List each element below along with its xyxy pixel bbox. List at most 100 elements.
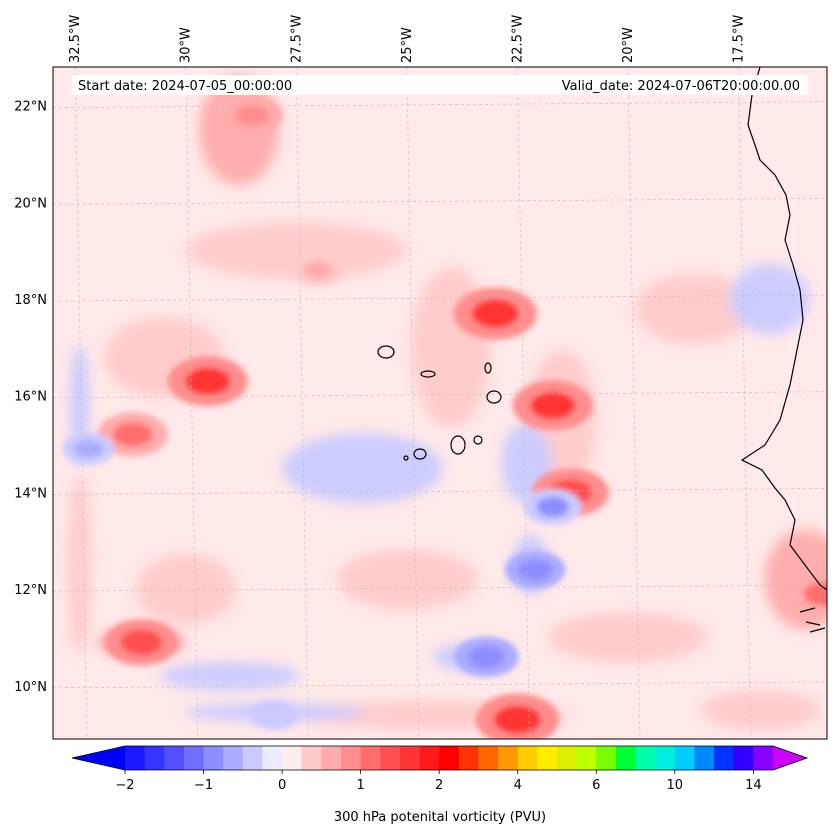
africa-coastline (740, 67, 827, 591)
y-tick-label: 22°N (14, 100, 47, 115)
pv-feature-east-min (536, 497, 569, 517)
colorbar-bin (537, 746, 558, 770)
y-tick-label: 10°N (14, 680, 47, 695)
gridlines (53, 67, 827, 739)
colorbar-bin (635, 746, 656, 770)
y-tick-label: 14°N (14, 486, 47, 501)
y-tick-label: 16°N (14, 390, 47, 405)
colorbar-bin (164, 746, 185, 770)
colorbar-tick-label: 10 (667, 778, 684, 793)
pv-feature-min-10-5n (468, 645, 505, 668)
lon-gridline (74, 67, 88, 739)
colorbar-bin (596, 746, 617, 770)
colorbar-bin (242, 746, 263, 770)
pv-feature-sw-max (120, 629, 163, 655)
colorbar-tick-label: −2 (115, 778, 134, 793)
pv-feature-band-north (303, 261, 333, 279)
lon-gridline (627, 67, 641, 739)
colorbar-bin (282, 746, 303, 770)
colorbar-tick-label: 4 (514, 778, 522, 793)
lon-gridline (517, 67, 530, 739)
colorbar-bin (144, 746, 165, 770)
colorbar-tick-label: 0 (278, 778, 286, 793)
x-tick-labels: 32.5°W 30°W 27.5°W 25°W 22.5°W 20°W 17.5°W (68, 15, 746, 63)
island-outline (413, 448, 427, 460)
colorbar-tick-label: −1 (194, 778, 213, 793)
colorbar-bin (576, 746, 597, 770)
island-outline (473, 435, 483, 445)
x-tick-label: 30°W (179, 27, 194, 63)
pv-feature-central-streak-south (530, 391, 576, 420)
colorbar-bin (498, 746, 519, 770)
colorbar: −2 −1 0 1 2 4 6 10 14 (71, 745, 809, 793)
x-tick-label: 32.5°W (68, 15, 83, 63)
colorbar-bin (714, 746, 735, 770)
y-tick-label: 20°N (14, 196, 47, 211)
lon-gridline (738, 67, 751, 739)
colorbar-bin (733, 746, 754, 770)
colorbar-bin (753, 746, 774, 770)
pv-feature-south-band-max (494, 705, 541, 734)
x-tick-label: 20°W (621, 27, 636, 63)
colorbar-bin (419, 746, 440, 770)
pv-feature-west-arc (112, 422, 153, 447)
colorbar-bin (321, 746, 342, 770)
pv-feature-se-max (803, 582, 827, 606)
x-tick-label: 25°W (400, 27, 415, 63)
island-outline (403, 455, 409, 461)
colorbar-bin (439, 746, 460, 770)
island-outline (377, 345, 395, 359)
island-outline (420, 370, 436, 378)
colorbar-tick-label: 2 (435, 778, 443, 793)
colorbar-label: 300 hPa potenital vorticity (PVU) (334, 810, 546, 825)
colorbar-bin (674, 746, 695, 770)
colorbar-tick-label: 6 (592, 778, 600, 793)
colorbar-tick-label: 1 (356, 778, 364, 793)
pv-field (53, 67, 827, 739)
colorbar-bin (517, 746, 538, 770)
colorbar-bin (301, 746, 322, 770)
colorbar-bin (615, 746, 637, 770)
pv-feature-west-max (185, 367, 231, 395)
x-tick-label: 27.5°W (289, 15, 304, 63)
colorbar-bin (341, 746, 362, 770)
colorbar-bin (203, 746, 224, 770)
x-tick-label: 22.5°W (510, 15, 525, 63)
pv-feature-west-min (73, 440, 103, 458)
colorbar-bin (478, 746, 499, 770)
start-date-label: Start date: 2024-07-05_00:00:00 (78, 79, 292, 94)
colorbar-bin (125, 746, 146, 770)
pv-feature-min-12n (517, 559, 553, 581)
header-box (72, 75, 808, 95)
pv-feature-south-band-min (260, 706, 288, 724)
x-tick-label: 17.5°W (732, 15, 747, 63)
island-outline (450, 435, 466, 455)
pv-feature-ridge-nw (234, 104, 270, 126)
coast-islets (799, 607, 826, 633)
lon-gridline (295, 67, 309, 739)
map-frame (52, 66, 828, 740)
colorbar-extend-high (773, 746, 807, 770)
colorbar-bin (458, 746, 479, 770)
island-outline (486, 390, 502, 404)
colorbar-bin (223, 746, 244, 770)
lon-gridline (185, 67, 198, 739)
y-tick-labels: 22°N 20°N 18°N 16°N 14°N 12°N 10°N (14, 100, 47, 695)
colorbar-bin (262, 746, 283, 770)
colorbar-bin (380, 746, 401, 770)
colorbar-extend-low (72, 746, 125, 770)
coastline (377, 67, 827, 633)
valid-date-label: Valid_date: 2024-07-06T20:00:00.00 (562, 79, 800, 94)
colorbar-bin (655, 746, 676, 770)
y-tick-label: 12°N (14, 583, 47, 598)
colorbar-tick-label: 14 (745, 778, 762, 793)
colorbar-bin (183, 746, 205, 770)
pv-feature-central-streak-max (471, 299, 519, 328)
island-outline (484, 362, 492, 374)
colorbar-bin (399, 746, 421, 770)
colorbar-bin (557, 746, 578, 770)
lon-gridline (406, 67, 420, 739)
y-tick-label: 18°N (14, 293, 47, 308)
colorbar-bin (360, 746, 381, 770)
